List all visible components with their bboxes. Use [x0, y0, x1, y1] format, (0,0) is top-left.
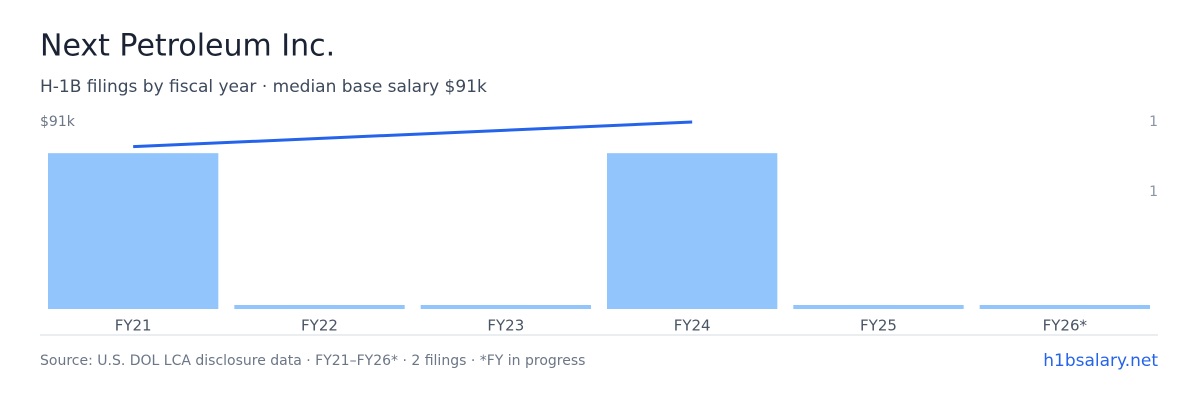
bar — [48, 153, 219, 309]
source-note: Source: U.S. DOL LCA disclosure data · F… — [40, 353, 585, 369]
chart-subtitle: H-1B filings by fiscal year · median bas… — [40, 77, 487, 97]
x-tick-label: FY22 — [301, 317, 338, 335]
bar — [607, 153, 778, 309]
x-tick-label: FY24 — [674, 317, 711, 335]
bar — [979, 305, 1150, 309]
x-tick-label: FY21 — [115, 317, 152, 335]
x-tick-label: FY26* — [1043, 317, 1088, 335]
x-tick-label: FY25 — [860, 317, 897, 335]
y-tick-label: 1 — [1149, 114, 1158, 130]
salary-line — [133, 120, 693, 149]
bar — [234, 305, 405, 309]
y2-tick-label: $91k — [40, 114, 76, 130]
y-tick-label: 1 — [1149, 184, 1158, 200]
bar — [793, 305, 964, 309]
site-link[interactable]: h1bsalary.net — [1043, 351, 1158, 371]
chart-title: Next Petroleum Inc. — [40, 29, 335, 64]
x-tick-label: FY23 — [487, 317, 524, 335]
bar — [420, 305, 591, 309]
